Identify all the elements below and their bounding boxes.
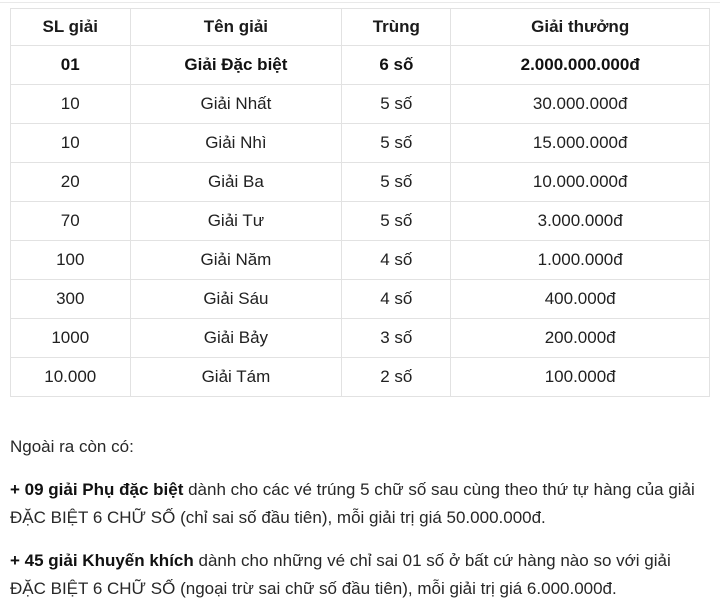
header-cell-quantity: SL giải bbox=[10, 8, 131, 46]
top-divider bbox=[0, 2, 720, 3]
table-row: 10.000 Giải Tám 2 số 100.000đ bbox=[10, 357, 710, 397]
header-cell-prize: Giải thưởng bbox=[450, 8, 710, 46]
cell-quantity: 300 bbox=[10, 279, 131, 319]
cell-prize: 1.000.000đ bbox=[450, 240, 710, 280]
header-cell-match: Trùng bbox=[341, 8, 452, 46]
table-row: 300 Giải Sáu 4 số 400.000đ bbox=[10, 279, 710, 319]
cell-match: 2 số bbox=[341, 357, 452, 397]
cell-match: 6 số bbox=[341, 45, 452, 85]
table-row-special: 01 Giải Đặc biệt 6 số 2.000.000.000đ bbox=[10, 45, 710, 85]
cell-name: Giải Năm bbox=[129, 240, 343, 280]
cell-name: Giải Nhất bbox=[129, 84, 343, 124]
cell-match: 4 số bbox=[341, 240, 452, 280]
note-consolation-prize: + 45 giải Khuyến khích dành cho những vé… bbox=[10, 547, 710, 603]
cell-prize: 3.000.000đ bbox=[450, 201, 710, 241]
cell-name: Giải Nhì bbox=[129, 123, 343, 163]
cell-prize: 30.000.000đ bbox=[450, 84, 710, 124]
note-sub-special-label: + 09 giải Phụ đặc biệt bbox=[10, 480, 184, 499]
cell-quantity: 10.000 bbox=[10, 357, 131, 397]
table-row: 70 Giải Tư 5 số 3.000.000đ bbox=[10, 201, 710, 241]
note-sub-special-prize: + 09 giải Phụ đặc biệt dành cho các vé t… bbox=[10, 476, 710, 532]
table-row: 10 Giải Nhất 5 số 30.000.000đ bbox=[10, 84, 710, 124]
table-row: 20 Giải Ba 5 số 10.000.000đ bbox=[10, 162, 710, 202]
notes-intro: Ngoài ra còn có: bbox=[10, 437, 134, 456]
cell-match: 5 số bbox=[341, 201, 452, 241]
table-row: 1000 Giải Bảy 3 số 200.000đ bbox=[10, 318, 710, 358]
table-row: 10 Giải Nhì 5 số 15.000.000đ bbox=[10, 123, 710, 163]
cell-prize: 10.000.000đ bbox=[450, 162, 710, 202]
cell-quantity: 1000 bbox=[10, 318, 131, 358]
cell-quantity: 10 bbox=[10, 84, 131, 124]
note-sub-special-text: dành cho các vé trúng 5 chữ số sau cùng … bbox=[10, 480, 695, 527]
cell-quantity: 01 bbox=[10, 45, 131, 85]
prize-table: SL giải Tên giải Trùng Giải thưởng 01 Gi… bbox=[10, 8, 710, 397]
cell-quantity: 10 bbox=[10, 123, 131, 163]
cell-match: 3 số bbox=[341, 318, 452, 358]
cell-prize: 100.000đ bbox=[450, 357, 710, 397]
cell-prize: 15.000.000đ bbox=[450, 123, 710, 163]
cell-name: Giải Đặc biệt bbox=[129, 45, 343, 85]
header-cell-name: Tên giải bbox=[129, 8, 343, 46]
table-header-row: SL giải Tên giải Trùng Giải thưởng bbox=[10, 8, 710, 46]
note-consolation-label: + 45 giải Khuyến khích bbox=[10, 551, 194, 570]
cell-match: 4 số bbox=[341, 279, 452, 319]
cell-name: Giải Bảy bbox=[129, 318, 343, 358]
cell-name: Giải Tư bbox=[129, 201, 343, 241]
notes-section: Ngoài ra còn có: + 09 giải Phụ đặc biệt … bbox=[10, 433, 710, 603]
cell-quantity: 70 bbox=[10, 201, 131, 241]
page-content: SL giải Tên giải Trùng Giải thưởng 01 Gi… bbox=[0, 8, 720, 603]
cell-prize: 2.000.000.000đ bbox=[450, 45, 710, 85]
cell-prize: 400.000đ bbox=[450, 279, 710, 319]
cell-match: 5 số bbox=[341, 162, 452, 202]
cell-quantity: 20 bbox=[10, 162, 131, 202]
cell-match: 5 số bbox=[341, 123, 452, 163]
cell-name: Giải Sáu bbox=[129, 279, 343, 319]
cell-prize: 200.000đ bbox=[450, 318, 710, 358]
table-row: 100 Giải Năm 4 số 1.000.000đ bbox=[10, 240, 710, 280]
cell-name: Giải Ba bbox=[129, 162, 343, 202]
cell-name: Giải Tám bbox=[129, 357, 343, 397]
note-consolation-text: dành cho những vé chỉ sai 01 số ở bất cứ… bbox=[10, 551, 671, 598]
cell-match: 5 số bbox=[341, 84, 452, 124]
cell-quantity: 100 bbox=[10, 240, 131, 280]
